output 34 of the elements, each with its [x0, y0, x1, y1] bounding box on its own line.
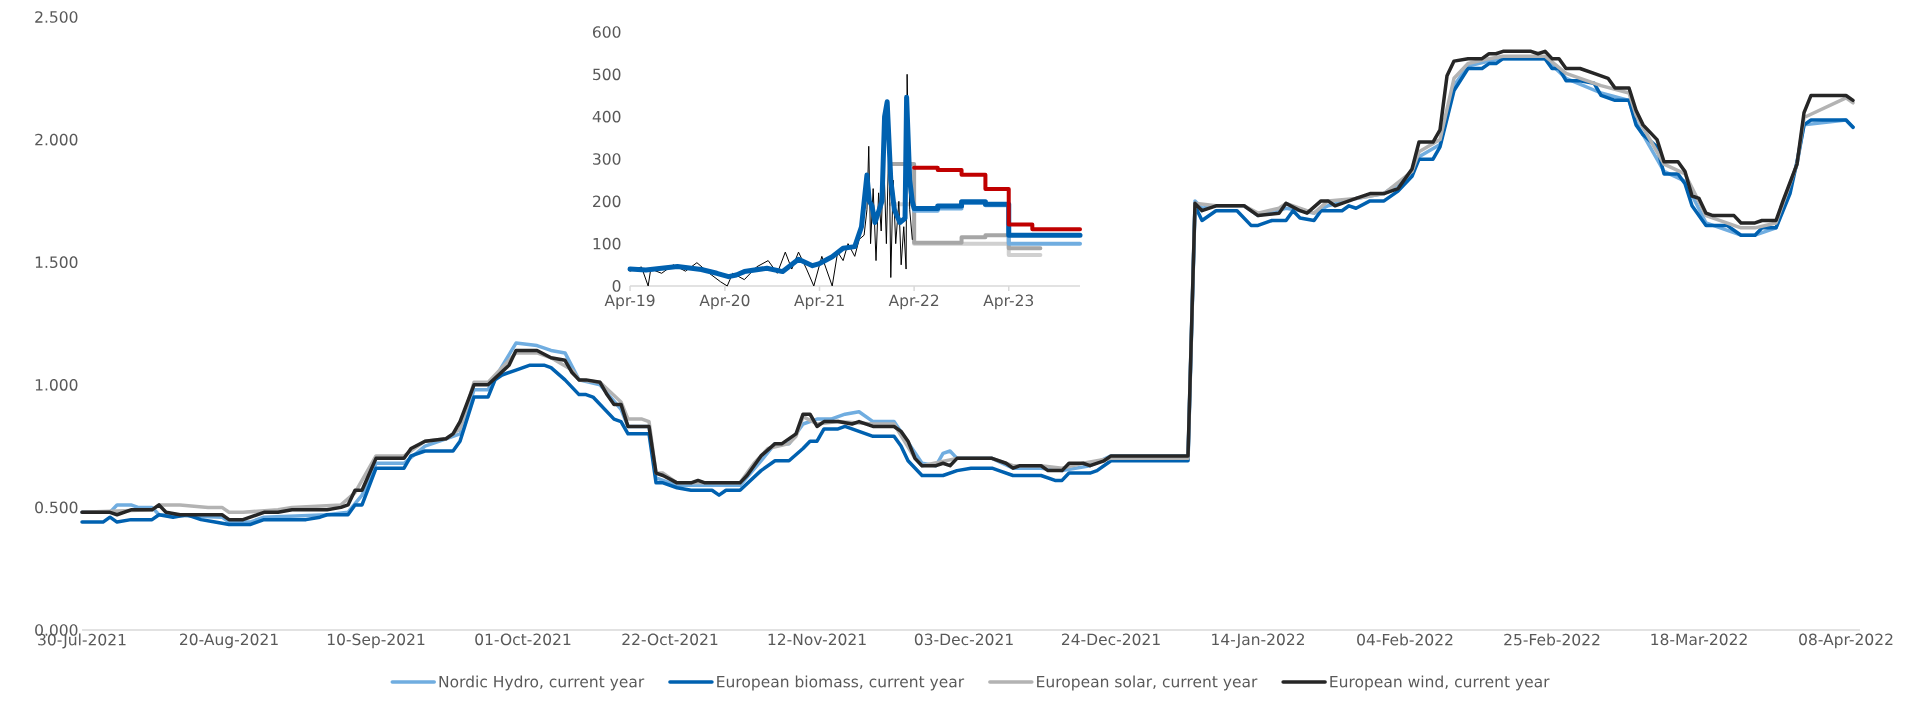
x-tick-label: 24-Dec-2021: [1061, 633, 1160, 646]
line-series: [912, 165, 1083, 232]
y-tick-label: 0: [612, 280, 621, 292]
x-tick-label: 04-Feb-2022: [1357, 633, 1453, 646]
y-tick-label: 200: [593, 195, 621, 208]
x-tick-label: Apr-19: [604, 294, 655, 310]
legend-label: Nordic Hydro, current year: [439, 675, 645, 691]
legend-label: European wind, current year: [1330, 675, 1550, 691]
x-tick-label: Apr-23: [983, 294, 1034, 310]
y-tick-label: 500: [593, 68, 621, 81]
x-tick-label: 20-Aug-2021: [180, 633, 278, 649]
x-tick-label: 12-Nov-2021: [768, 633, 866, 646]
x-tick-label: 25-Feb-2022: [1504, 633, 1600, 646]
y-tick-label: 600: [592, 26, 621, 38]
x-tick-label: Apr-21: [794, 294, 844, 310]
x-tick-label: Apr-20: [699, 294, 750, 310]
x-tick-label: 01-Oct-2021: [475, 633, 571, 646]
x-tick-label: 22-Oct-2021: [622, 633, 718, 646]
y-tick-label: 100: [593, 237, 621, 250]
x-tick-label: 14-Jan-2022: [1212, 633, 1305, 649]
legend-label: European biomass, current year: [717, 675, 965, 691]
x-tick-label: 10-Sep-2021: [327, 633, 425, 649]
x-tick-label: 18-Mar-2022: [1651, 633, 1747, 646]
legend-label: European solar, current year: [1037, 675, 1258, 691]
y-tick-label: 1.500: [35, 256, 78, 269]
y-tick-label: 400: [592, 110, 621, 123]
y-tick-label: 2.000: [35, 133, 78, 146]
y-tick-label: 300: [593, 153, 621, 165]
y-tick-label: 1.000: [35, 378, 78, 391]
x-tick-label: 08-Apr-2022: [1799, 633, 1893, 649]
y-tick-label: 0.500: [35, 501, 78, 514]
y-tick-label: 2.500: [35, 11, 78, 23]
x-tick-label: 03-Dec-2021: [914, 633, 1013, 646]
x-tick-label: Apr-22: [888, 294, 939, 310]
